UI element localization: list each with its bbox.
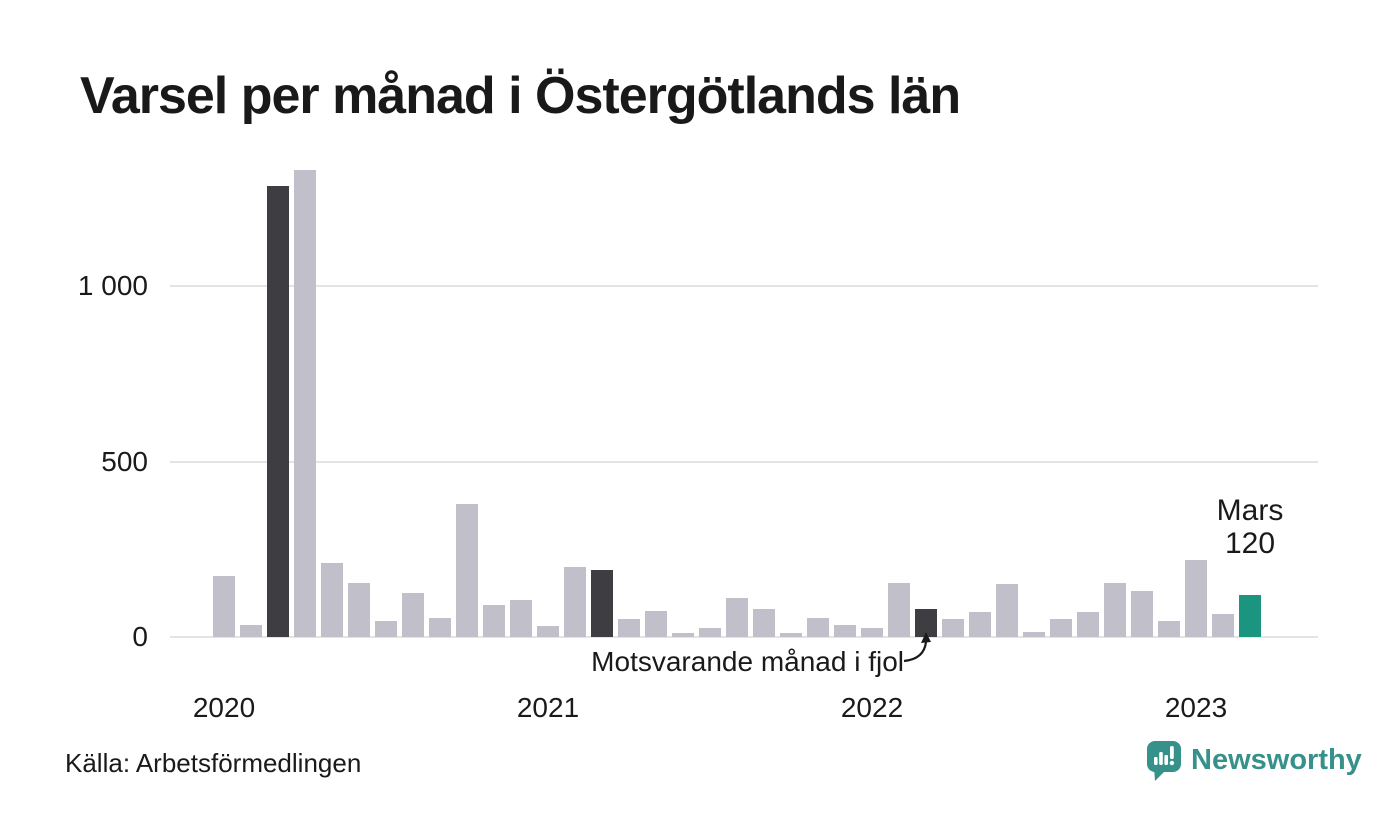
bar-2021-09 xyxy=(753,608,775,637)
bar-2020-11 xyxy=(483,605,505,637)
gridline xyxy=(170,285,1318,287)
bar-2022-12 xyxy=(1158,621,1180,637)
x-axis-tick-label: 2023 xyxy=(1164,692,1228,723)
bar-2021-11 xyxy=(807,617,829,637)
bar-2020-09 xyxy=(429,617,451,637)
comparison-arrow-icon xyxy=(903,632,931,663)
bar-2022-09 xyxy=(1077,612,1099,637)
bar-2021-07 xyxy=(699,628,721,637)
bar-2020-01 xyxy=(213,575,235,637)
bar-2021-12 xyxy=(834,624,856,637)
bar-2021-10 xyxy=(780,633,802,637)
bar-2020-04 xyxy=(294,170,316,637)
newsworthy-logo-text: Newsworthy xyxy=(1191,744,1362,776)
bar-2021-06 xyxy=(672,633,694,637)
y-axis-tick-label: 500 xyxy=(101,445,148,477)
bar-2020-06 xyxy=(348,582,370,637)
bar-2021-08 xyxy=(726,598,748,637)
bar-2020-02 xyxy=(240,624,262,637)
bar-2021-02 xyxy=(564,566,586,637)
comparison-annotation: Motsvarande månad i fjol xyxy=(591,646,904,677)
bar-2021-04 xyxy=(618,619,640,637)
x-axis-tick-label: 2021 xyxy=(516,692,580,723)
latest-month-label: Mars xyxy=(1216,494,1284,527)
gridline xyxy=(170,460,1318,463)
bar-2023-02 xyxy=(1212,614,1234,637)
newsworthy-logo-icon xyxy=(1147,741,1181,781)
bar-2021-01 xyxy=(537,626,559,637)
y-axis-tick-label: 1 000 xyxy=(77,270,148,301)
bar-2021-05 xyxy=(645,610,667,637)
bar-2020-05 xyxy=(321,563,343,637)
bar-2022-04 xyxy=(942,619,964,637)
bar-2022-11 xyxy=(1131,591,1153,637)
bar-2022-05 xyxy=(969,612,991,637)
bar-2020-12 xyxy=(510,600,532,637)
y-axis-tick-label: 0 xyxy=(132,621,148,652)
bar-2022-06 xyxy=(996,584,1018,637)
bar-2022-03 xyxy=(915,608,937,637)
bar-2021-03 xyxy=(591,570,613,637)
x-axis-tick-label: 2020 xyxy=(192,692,256,723)
x-axis-tick-label: 2022 xyxy=(840,692,904,723)
bar-2022-08 xyxy=(1050,619,1072,637)
bar-2020-10 xyxy=(456,503,478,637)
newsworthy-logo: Newsworthy xyxy=(1146,740,1362,782)
bar-2022-10 xyxy=(1104,582,1126,637)
bar-2023-01 xyxy=(1185,559,1207,637)
bar-2020-07 xyxy=(375,621,397,637)
bar-2022-01 xyxy=(861,628,883,637)
gridline xyxy=(170,636,1318,638)
bar-2020-03 xyxy=(267,185,289,637)
bar-2023-03 xyxy=(1239,594,1261,637)
page-title: Varsel per månad i Östergötlands län xyxy=(80,67,961,125)
bar-2022-07 xyxy=(1023,631,1045,637)
latest-value-label: 120 xyxy=(1224,527,1276,560)
latest-annotation: Mars 120 xyxy=(1175,494,1325,560)
bar-2022-02 xyxy=(888,582,910,637)
source-caption: Källa: Arbetsförmedlingen xyxy=(65,748,362,778)
bar-2020-08 xyxy=(402,593,424,637)
